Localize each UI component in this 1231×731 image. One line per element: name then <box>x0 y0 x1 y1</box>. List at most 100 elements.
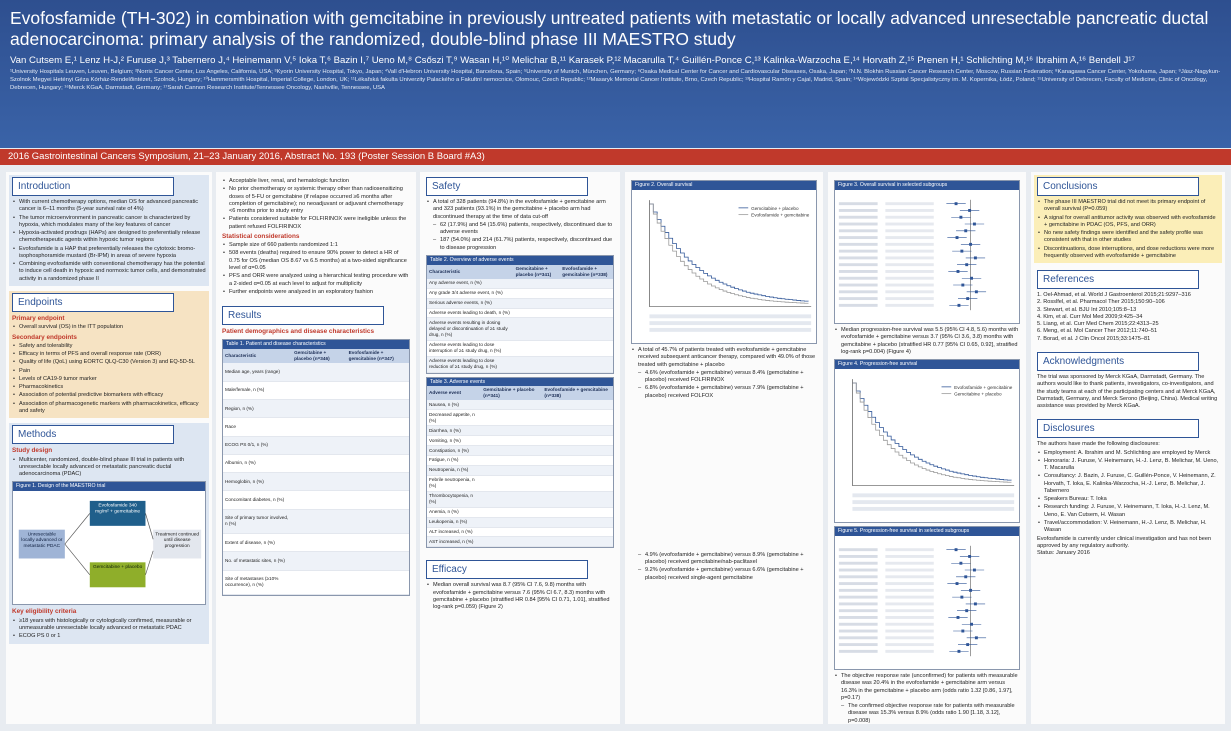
bullet: The objective response rate (unconfirmed… <box>834 673 1020 702</box>
row-label: Concomitant diabetes, n (%) <box>223 490 293 510</box>
design-text: Evofosfamide 340 mg/m² + gemcitabine <box>95 503 140 515</box>
label-placeholder <box>885 595 934 599</box>
design-box <box>89 500 146 526</box>
table-row: Diarrhea, n (%) <box>427 425 613 437</box>
section: Methods Study design Multicenter, randomiz… <box>9 423 209 644</box>
label-placeholder <box>885 561 934 565</box>
row-label: Adverse events resulting in dosing delay… <box>427 317 514 341</box>
risk-row <box>649 327 812 332</box>
figure-caption: Figure 3. Overall survival in selected s… <box>835 181 1019 190</box>
cell <box>560 317 613 341</box>
legend-label: Evofosfamide + gemcitabine <box>954 385 1013 390</box>
cell <box>560 288 613 299</box>
table-row: Adverse events leading to dose reduction… <box>427 356 613 373</box>
estimate <box>956 269 960 273</box>
figure-caption: Figure 4. Progression-free survival <box>835 360 1019 369</box>
label-placeholder <box>885 229 934 232</box>
figure: Figure 4. Progression-free survival Evofo… <box>834 359 1020 524</box>
section-heading: Efficacy <box>426 560 588 580</box>
bullet: Research funding: J. Furuse, V. Heineman… <box>1037 504 1219 519</box>
cell <box>560 278 613 289</box>
bullet: A total of 328 patients (94.8%) in the e… <box>426 199 614 221</box>
label-placeholder <box>885 575 934 579</box>
label-placeholder <box>838 242 878 246</box>
paragraph: Status: January 2016 <box>1037 550 1090 557</box>
label-placeholder <box>838 262 878 266</box>
header: Evofosfamide (TH-302) in combination wit… <box>0 0 1231 148</box>
meeting-banner: 2016 Gastrointestinal Cancers Symposium,… <box>0 149 1231 165</box>
table-row: Male/female, n (%) <box>223 381 409 400</box>
label-placeholder <box>838 276 878 280</box>
column: Figure 2. Overall survival Gemcitabine + … <box>625 172 823 724</box>
sub-bullet: 9.2% (evofosfamide + gemcitabine) versus… <box>638 567 817 582</box>
table-row: Neutropenia, n (%) <box>427 465 613 476</box>
label-placeholder <box>838 554 878 558</box>
bullet: Pain <box>12 368 206 376</box>
row-label: Constipation, n (%) <box>427 445 482 457</box>
survival-curve <box>852 382 1012 481</box>
section: Acceptable liver, renal, and hematologic… <box>219 175 413 299</box>
estimate <box>970 276 973 280</box>
estimate <box>959 215 963 219</box>
table-row: Site of metastases (≥10% occurrence), n … <box>223 570 409 596</box>
risk-row <box>649 314 812 319</box>
estimate <box>960 249 964 253</box>
subheading: Statistical considerations <box>222 232 300 240</box>
label-placeholder <box>885 249 934 253</box>
cell <box>560 308 613 319</box>
label-placeholder <box>838 568 878 572</box>
row-label: Adverse events leading to dose reduction… <box>427 356 514 373</box>
section-heading: Safety <box>426 177 588 196</box>
paragraph: 2. Rosslfel, et al. Pharmacol Ther 2015;… <box>1037 299 1165 306</box>
estimate <box>954 201 958 205</box>
bullet: Overall survival (OS) in the ITT populat… <box>12 324 206 332</box>
estimate <box>957 303 961 307</box>
row-label: Any grade 3/4 adverse event, n (%) <box>427 288 514 299</box>
estimate <box>964 229 968 232</box>
label-placeholder <box>838 588 878 592</box>
cell <box>346 509 409 535</box>
sub-bullet: 4.9% (evofosfamide + gemcitabine) versus… <box>638 552 817 567</box>
row-label: Decreased appetite, n (%) <box>427 409 482 427</box>
label-placeholder <box>885 609 934 612</box>
section: References 1. Oel-Ahmad, et al. World J G… <box>1034 268 1222 345</box>
affiliations: ¹University Hospitals Leuven, Leuven, Be… <box>10 69 1221 91</box>
bullet: Median overall survival was 8.7 (95% CI … <box>426 582 614 611</box>
column: Acceptable liver, renal, and hematologic… <box>216 172 416 724</box>
table-row: AST increased, n (%) <box>427 536 613 548</box>
estimate <box>965 609 969 612</box>
table-row: Adverse events resulting in dosing delay… <box>427 317 613 341</box>
row-label: Male/female, n (%) <box>223 381 293 400</box>
arrow <box>145 550 154 576</box>
cell <box>513 317 561 341</box>
figure: Figure 2. Overall survival Gemcitabine + … <box>631 180 817 345</box>
section: Conclusions The phase III MAESTRO trial d… <box>1034 175 1222 264</box>
row-label: Vomiting, n (%) <box>427 435 482 447</box>
cell <box>292 472 347 492</box>
cell <box>481 517 543 528</box>
bullet: Further endpoints were analyzed in an ex… <box>222 289 410 297</box>
bullet: 508 events (deaths) required to ensure 9… <box>222 250 410 272</box>
forest-plot <box>838 199 987 310</box>
section-heading: Disclosures <box>1037 419 1199 439</box>
figure-caption: Table 3. Adverse events <box>427 377 613 387</box>
label-placeholder <box>885 222 934 226</box>
bullet: Combining evofosfamide with conventional… <box>12 261 206 283</box>
table-row: Albumin, n (%) <box>223 454 409 474</box>
label-placeholder <box>885 642 934 646</box>
subheading: Key eligibility criteria <box>12 608 77 616</box>
label-placeholder <box>885 290 934 294</box>
section: Figure 3. Overall survival in selected s… <box>831 175 1023 724</box>
bullet: Speakers Bureau: T. Ioka <box>1037 496 1219 504</box>
cell <box>542 465 613 476</box>
survival-curve <box>852 382 1012 483</box>
design-diagram: Unresectable locally advanced or metasta… <box>18 500 202 588</box>
bullet: Discontinuations, dose interruptions, an… <box>1037 246 1219 261</box>
cell <box>481 527 543 538</box>
label-placeholder <box>885 283 934 287</box>
title: Evofosfamide (TH-302) in combination wit… <box>10 8 1209 49</box>
bullet: No new safety findings were identified a… <box>1037 230 1219 245</box>
arrow <box>64 513 91 545</box>
table-row: Adverse events leading to dose interrupt… <box>427 340 613 357</box>
